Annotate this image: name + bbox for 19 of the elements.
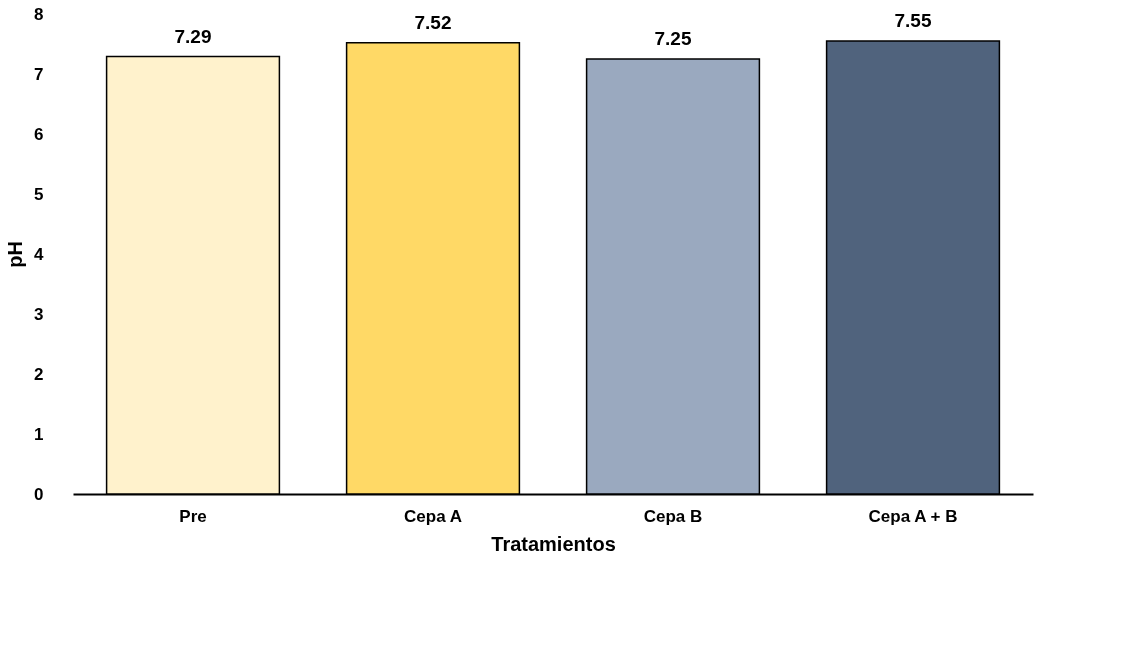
x-tick-label: Pre [179, 506, 207, 526]
x-tick-label: Cepa B [643, 506, 703, 526]
y-tick-label: 1 [34, 424, 44, 444]
y-tick-label: 2 [34, 364, 44, 384]
data-label: 7.52 [414, 11, 452, 33]
y-tick-label: 8 [34, 4, 44, 24]
data-label: 7.55 [894, 10, 932, 31]
x-tick-label: Cepa A [404, 506, 462, 526]
data-label: 7.25 [654, 28, 692, 49]
y-tick-label: 5 [34, 184, 44, 204]
y-tick-label: 4 [34, 244, 45, 264]
y-tick-label: 0 [34, 484, 44, 504]
y-tick-label: 3 [34, 304, 44, 324]
y-tick-label: 7 [34, 64, 44, 84]
x-axis-title: Tratamientos [491, 532, 616, 555]
data-label: 7.29 [174, 25, 212, 47]
y-tick-label: 6 [34, 124, 44, 144]
x-tick-label: Cepa A + B [868, 506, 958, 526]
y-axis-title: pH [4, 241, 27, 268]
